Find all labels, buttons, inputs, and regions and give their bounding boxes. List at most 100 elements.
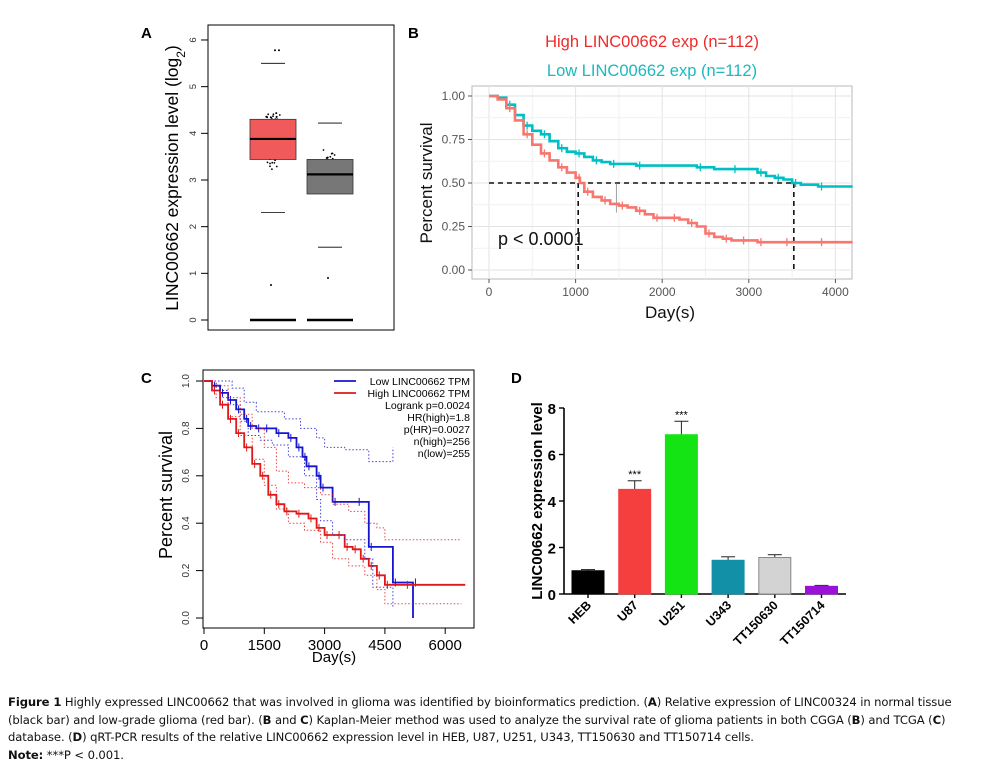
y-tick-label: 4 [188, 131, 199, 136]
data-point [269, 165, 271, 168]
panel-b-label: B [408, 25, 419, 42]
caption-ref-a: A [647, 695, 657, 709]
figure-canvas: A 0 1 2 3 4 5 6 LINC00662 expression level (lo… [141, 24, 853, 666]
caption-text: Highly expressed LINC00662 that was invo… [61, 695, 648, 709]
stat-label: HR(high)=1.8 [407, 412, 470, 424]
caption-figure-label: Figure 1 [8, 695, 62, 709]
data-point [275, 116, 278, 118]
stat-label: p(HR)=0.0027 [404, 424, 470, 436]
y-tick-label: 6 [188, 37, 199, 42]
caption-ref-d: D [72, 730, 83, 744]
x-tick-label: 3000 [308, 637, 341, 654]
confidence-interval-line [204, 380, 462, 541]
y-tick-label: 0.75 [442, 133, 466, 147]
caption-text: and [271, 712, 301, 727]
outlier-point [274, 49, 276, 52]
panel-b-axes: 0 1000 2000 3000 4000 0.00 0.25 0.50 0.75 1.00 [442, 89, 849, 299]
figure-caption: Figure 1 Highly expressed LINC00662 that… [8, 694, 988, 764]
data-point [325, 157, 328, 159]
caption-text: ) Kaplan-Meier method was used to analyz… [308, 712, 852, 727]
panel-d-y-axis-label: LINC00662 expression level [529, 402, 546, 600]
data-point [267, 113, 270, 116]
bar-u343 [711, 559, 745, 595]
y-tick-label: 6 [548, 448, 556, 465]
panel-a-label: A [141, 25, 152, 42]
y-tick-label: 2 [548, 541, 556, 558]
panel-c-frame [202, 369, 475, 629]
bar-u87 [618, 488, 652, 595]
p-value-annotation: p < 0.0001 [498, 229, 584, 249]
confidence-interval-line [204, 380, 394, 463]
legend-low-exp: Low LINC00662 exp (n=112) [547, 62, 757, 80]
y-tick-label: 0.0 [181, 611, 192, 625]
y-label-subscript: 2 [174, 51, 188, 58]
caption-ref-b: B [851, 712, 861, 727]
data-point [272, 115, 274, 118]
data-point [271, 161, 274, 164]
y-tick-label: 1.0 [181, 374, 192, 388]
data-point [273, 162, 276, 164]
panel-b-median-lines [489, 182, 795, 270]
data-point [278, 114, 281, 116]
x-tick-label: 0 [200, 637, 208, 654]
data-point [271, 168, 273, 171]
x-tick-label: HEB [566, 598, 595, 627]
panel-a-y-axis: 0 1 2 3 4 5 6 [188, 37, 208, 323]
y-tick-label: 0.00 [442, 263, 466, 277]
panel-b-y-axis-label: Percent survival [417, 123, 436, 244]
data-point [330, 152, 333, 155]
y-tick-label: 4 [548, 494, 557, 511]
bar-heb [571, 570, 605, 595]
x-tick-label: 6000 [429, 637, 462, 654]
legend-label: Low LINC00662 TPM [370, 376, 470, 388]
x-tick-label: 3000 [735, 285, 762, 299]
y-tick-label: 0.25 [442, 220, 466, 234]
legend-high-exp: High LINC00662 exp (n=112) [545, 33, 759, 51]
data-point [269, 116, 272, 119]
caption-ref-c: C [300, 712, 309, 727]
x-tick-label: 0 [486, 285, 493, 299]
outlier-point [278, 49, 280, 52]
panel-b-x-axis-label: Day(s) [645, 303, 695, 322]
legend-label: High LINC00662 TPM [367, 388, 470, 400]
panel-c-axes: 0 1500 3000 4500 6000 0.0 0.2 0.4 0.6 0.8 1.0 [181, 374, 462, 654]
x-tick-label: TT150714 [777, 598, 827, 648]
caption-text: ) database. ( [8, 712, 946, 745]
x-tick-label: 1500 [248, 637, 281, 654]
y-tick-label: 0.8 [181, 421, 192, 435]
data-point [329, 155, 332, 158]
x-tick-label: 1000 [562, 285, 589, 299]
x-tick-label: U87 [615, 598, 641, 624]
survival-curve [489, 94, 853, 244]
y-tick-label: 0 [188, 317, 199, 322]
stat-label: n(high)=256 [414, 436, 470, 448]
panel-c-x-axis-label: Day(s) [312, 649, 356, 666]
panel-b-grid [472, 86, 852, 279]
x-tick-label: U251 [656, 598, 687, 629]
y-tick-label: 0.50 [442, 176, 466, 190]
x-tick-label: 4500 [368, 637, 401, 654]
data-point [265, 115, 268, 118]
x-tick-label: U343 [703, 598, 734, 629]
panel-b: B High LINC00662 exp (n=112) Low LINC006… [408, 25, 853, 322]
panel-d-label: D [511, 370, 522, 387]
y-tick-label: 0.6 [181, 468, 192, 482]
y-tick-label: 1.00 [442, 89, 466, 103]
data-point [272, 113, 275, 116]
caption-text: ) and TCGA ( [860, 712, 933, 727]
caption-note-label: Note: [8, 747, 44, 762]
caption-paragraph: Figure 1 Highly expressed LINC00662 that… [8, 694, 988, 747]
data-point [333, 154, 336, 156]
bar-tt150714 [805, 585, 838, 595]
y-tick-label: 0 [548, 587, 556, 604]
panel-a-y-axis-label: LINC00662 expression level (log2) [162, 45, 188, 310]
x-tick-label: 2000 [649, 285, 676, 299]
panel-c: C 0 1500 3000 4500 6000 0.0 0.2 0.4 0.6 0.8 1.0 Lo… [141, 369, 475, 666]
caption-text: ) Relative expression of LINC00324 in no… [8, 695, 952, 727]
panel-a-boxes [249, 62, 354, 322]
y-tick-label: 2 [188, 224, 199, 229]
y-tick-label: 3 [188, 177, 199, 182]
bar-tt150630 [758, 556, 792, 595]
data-point [275, 112, 277, 114]
